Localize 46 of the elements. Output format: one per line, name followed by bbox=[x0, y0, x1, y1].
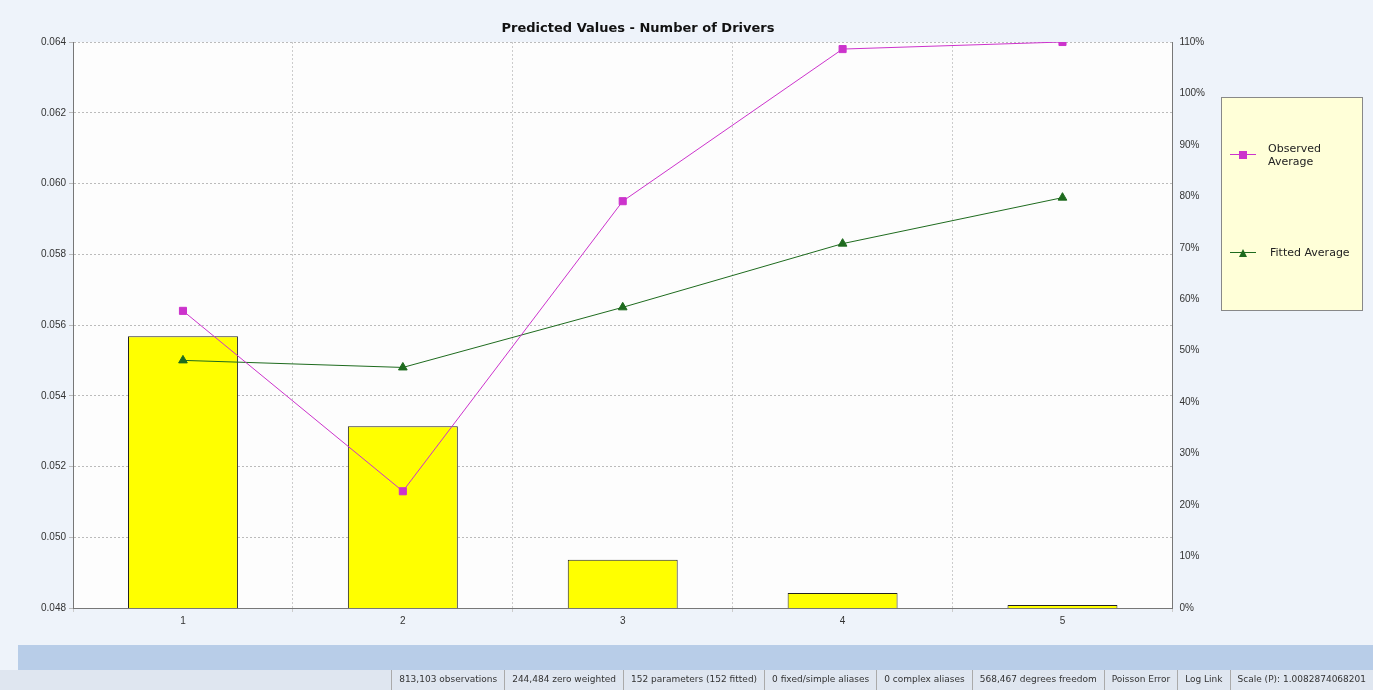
y-tick-label: 0.056 bbox=[40, 318, 67, 330]
point bbox=[838, 45, 847, 54]
y2-tick-label: 40% bbox=[1179, 395, 1200, 407]
text: 0 complex aliases bbox=[876, 670, 972, 690]
y-tick-label: 0.062 bbox=[40, 106, 67, 118]
y-tick-label: 0.058 bbox=[40, 248, 67, 259]
x-tick-label: 2 bbox=[400, 614, 407, 626]
y-tick-label: 0.064 bbox=[40, 35, 67, 47]
text: 813,103 observations bbox=[391, 670, 505, 690]
point bbox=[178, 354, 188, 364]
y2-tick-label: 30% bbox=[1179, 447, 1200, 459]
point bbox=[618, 197, 627, 206]
y2-tick-label: 0% bbox=[1179, 601, 1194, 613]
text: 568,467 degrees freedom bbox=[971, 670, 1104, 690]
y-tick-label: 0.048 bbox=[40, 601, 67, 613]
y2-tick-label: 20% bbox=[1179, 498, 1200, 510]
x-tick-label: 1 bbox=[180, 614, 187, 626]
y-tick-label: 0.054 bbox=[40, 389, 67, 401]
legend-label: Fitted Average bbox=[1270, 246, 1350, 259]
y2-tick-label: 110% bbox=[1179, 35, 1205, 47]
y-tick-label: 0.060 bbox=[40, 177, 67, 189]
point bbox=[617, 301, 628, 311]
text: 152 parameters (152 fitted) bbox=[622, 670, 765, 690]
y2-tick-label: 50% bbox=[1179, 344, 1200, 356]
y2-tick-label: 80% bbox=[1179, 190, 1200, 202]
y2-tick-label: 100% bbox=[1179, 87, 1206, 99]
point bbox=[398, 361, 408, 371]
text: 0 fixed/simple aliases bbox=[764, 670, 877, 690]
text: Poisson Error bbox=[1103, 670, 1178, 690]
y-tick-label: 0.052 bbox=[40, 460, 67, 472]
y-tick-label: 0.050 bbox=[40, 531, 67, 542]
text: 244,484 zero weighted bbox=[504, 670, 623, 690]
x-tick-label: 3 bbox=[619, 614, 626, 626]
y2-tick-label: 90% bbox=[1179, 138, 1200, 150]
chart-title: Predicted Values - Number of Drivers bbox=[500, 20, 776, 35]
legend-label: Observed Average bbox=[1268, 142, 1322, 168]
x-tick-label: 4 bbox=[839, 614, 846, 626]
y2-tick-label: 10% bbox=[1179, 550, 1200, 562]
text: Log Link bbox=[1177, 670, 1230, 690]
y2-tick-label: 70% bbox=[1179, 241, 1200, 253]
point bbox=[178, 306, 187, 315]
y2-tick-label: 60% bbox=[1179, 293, 1200, 305]
point bbox=[1057, 192, 1068, 201]
point bbox=[837, 238, 848, 247]
x-tick-label: 5 bbox=[1059, 614, 1066, 626]
text: Scale (P): 1.0082874068201 bbox=[1229, 670, 1373, 690]
